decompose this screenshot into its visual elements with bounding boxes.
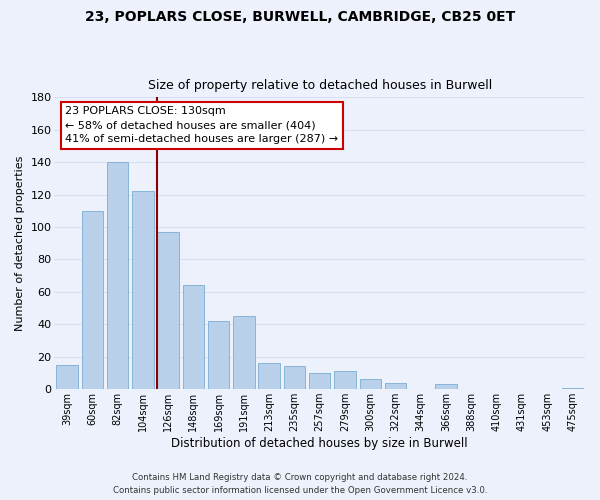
Bar (208, 321, 229, 389)
Text: Contains HM Land Registry data © Crown copyright and database right 2024.
Contai: Contains HM Land Registry data © Crown c… (113, 474, 487, 495)
Bar (107, 162, 128, 389)
Bar (334, 372, 356, 389)
Text: 23 POPLARS CLOSE: 130sqm
← 58% of detached houses are smaller (404)
41% of semi-: 23 POPLARS CLOSE: 130sqm ← 58% of detach… (65, 106, 338, 144)
Bar (233, 316, 254, 389)
Bar (562, 388, 583, 389)
Bar (359, 380, 381, 389)
Bar (385, 382, 406, 389)
Text: 23, POPLARS CLOSE, BURWELL, CAMBRIDGE, CB25 0ET: 23, POPLARS CLOSE, BURWELL, CAMBRIDGE, C… (85, 10, 515, 24)
X-axis label: Distribution of detached houses by size in Burwell: Distribution of detached houses by size … (172, 437, 468, 450)
Bar (436, 384, 457, 389)
Bar (157, 232, 179, 389)
Bar (259, 363, 280, 389)
Y-axis label: Number of detached properties: Number of detached properties (15, 156, 25, 331)
Bar (284, 366, 305, 389)
Bar (82, 211, 103, 389)
Bar (56, 365, 78, 389)
Title: Size of property relative to detached houses in Burwell: Size of property relative to detached ho… (148, 79, 492, 92)
Bar (309, 373, 331, 389)
Bar (182, 286, 204, 389)
Bar (132, 192, 154, 389)
